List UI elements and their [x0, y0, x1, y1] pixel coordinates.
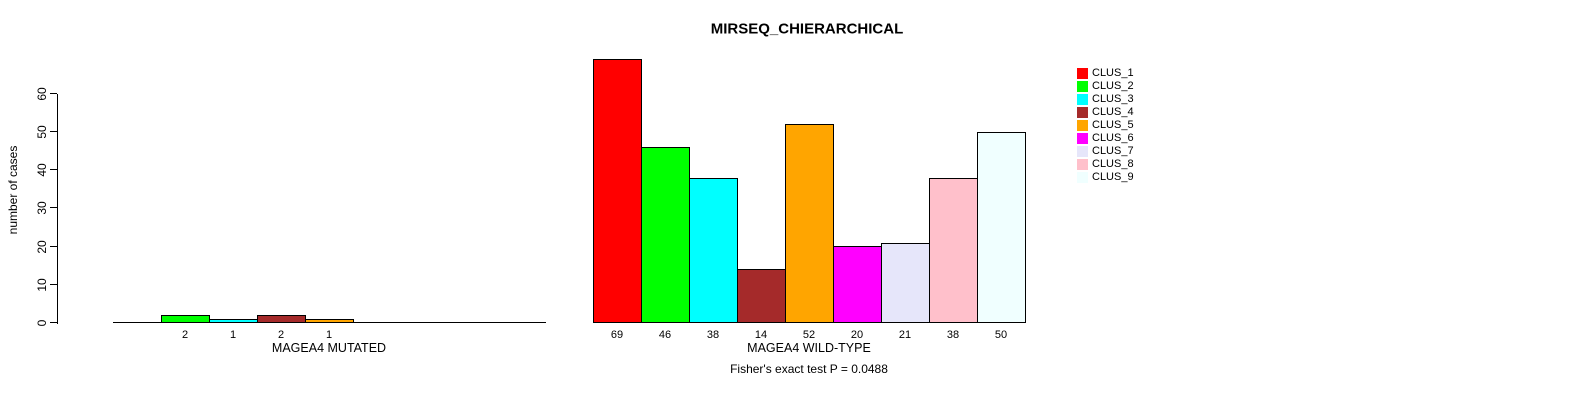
legend-swatch [1077, 94, 1088, 105]
x-axis-label: MAGEA4 MUTATED [271, 341, 387, 355]
y-axis-tick-label: 0 [35, 319, 49, 326]
legend-swatch [1077, 68, 1088, 79]
bar-value-label: 50 [994, 329, 1008, 341]
legend-label: CLUS_1 [1092, 67, 1134, 79]
legend-swatch [1077, 81, 1088, 92]
bar-value-label: 69 [610, 329, 624, 341]
bar-clus-5 [785, 124, 834, 323]
bar-clus-4 [737, 269, 786, 323]
bar-value-label: 20 [850, 329, 864, 341]
bar-clus-8 [929, 178, 978, 323]
legend-swatch [1077, 172, 1088, 183]
y-axis-tick-label: 60 [35, 86, 49, 101]
y-axis-tick-label: 30 [35, 200, 49, 215]
y-axis-tick [50, 207, 57, 208]
y-axis-tick [50, 93, 57, 94]
y-axis-tick-label: 10 [35, 277, 49, 292]
legend-label: CLUS_2 [1092, 80, 1134, 92]
bar-value-label: 38 [946, 329, 960, 341]
legend-swatch [1077, 159, 1088, 170]
legend-item: CLUS_6 [1077, 133, 1134, 144]
bar-value-label: 1 [229, 329, 237, 341]
legend-label: CLUS_5 [1092, 119, 1134, 131]
legend-label: CLUS_7 [1092, 145, 1134, 157]
bar-clus-9 [977, 132, 1026, 323]
legend-swatch [1077, 120, 1088, 131]
x-axis-label: MAGEA4 WILD-TYPE [747, 341, 871, 355]
legend: CLUS_1 CLUS_2 CLUS_3 CLUS_4 CLUS_5 CLUS_6 CLUS… [1077, 68, 1134, 185]
bar-value-label: 2 [277, 329, 285, 341]
legend-label: CLUS_8 [1092, 158, 1134, 170]
bar-clus-3 [689, 178, 738, 323]
bar-value-label: 38 [706, 329, 720, 341]
y-axis-tick-label: 40 [35, 162, 49, 177]
legend-swatch [1077, 133, 1088, 144]
legend-item: CLUS_2 [1077, 81, 1134, 92]
y-axis-line [57, 94, 58, 324]
y-axis-tick [50, 284, 57, 285]
fisher-test-annotation: Fisher's exact test P = 0.0488 [730, 362, 888, 376]
legend-item: CLUS_7 [1077, 146, 1134, 157]
bar-value-label: 1 [325, 329, 333, 341]
y-axis-tick [50, 322, 57, 323]
bar-value-label: 2 [181, 329, 189, 341]
legend-label: CLUS_9 [1092, 171, 1134, 183]
bar-value-label: 46 [658, 329, 672, 341]
legend-label: CLUS_3 [1092, 93, 1134, 105]
legend-item: CLUS_3 [1077, 94, 1134, 105]
bar-clus-2 [161, 315, 210, 323]
bar-value-label: 14 [754, 329, 768, 341]
legend-item: CLUS_5 [1077, 120, 1134, 131]
legend-label: CLUS_4 [1092, 106, 1134, 118]
y-axis-tick [50, 169, 57, 170]
y-axis-tick [50, 246, 57, 247]
legend-swatch [1077, 107, 1088, 118]
y-axis-tick [50, 131, 57, 132]
bar-value-label: 52 [802, 329, 816, 341]
bar-clus-3 [209, 319, 258, 323]
bar-value-label: 21 [898, 329, 912, 341]
legend-swatch [1077, 146, 1088, 157]
bar-clus-6 [833, 246, 882, 323]
bar-clus-1 [593, 59, 642, 323]
bar-clus-2 [641, 147, 690, 323]
y-axis-tick-label: 50 [35, 124, 49, 139]
legend-item: CLUS_9 [1077, 172, 1134, 183]
y-axis-title: number of cases [6, 145, 20, 235]
bar-clus-4 [257, 315, 306, 323]
legend-item: CLUS_4 [1077, 107, 1134, 118]
bar-clus-7 [881, 243, 930, 323]
y-axis-tick-label: 20 [35, 239, 49, 254]
legend-item: CLUS_8 [1077, 159, 1134, 170]
chart-title: MIRSEQ_CHIERARCHICAL [710, 20, 904, 38]
legend-label: CLUS_6 [1092, 132, 1134, 144]
bar-clus-5 [305, 319, 354, 323]
legend-item: CLUS_1 [1077, 68, 1134, 79]
